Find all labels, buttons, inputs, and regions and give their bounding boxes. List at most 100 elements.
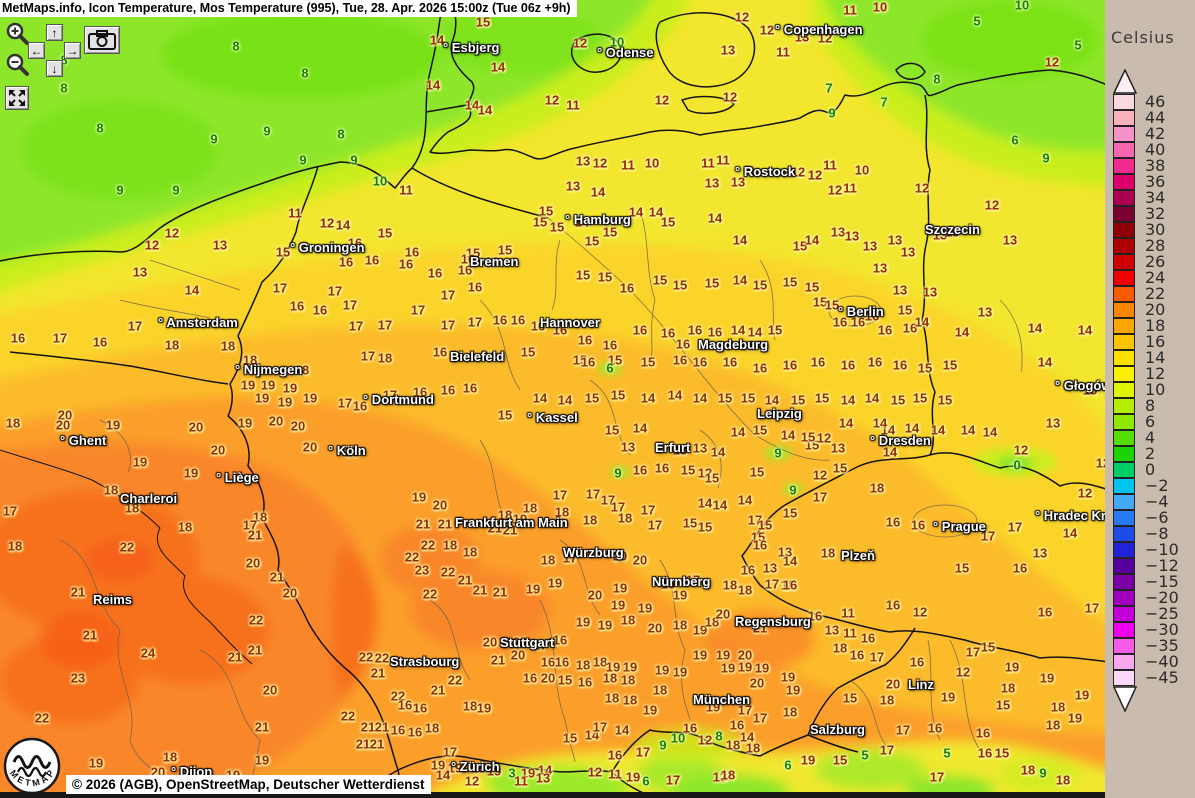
attribution-bar: © 2026 (AGB), OpenStreetMap, Deutscher W…	[66, 775, 431, 794]
scale-tick-label: 28	[1145, 236, 1166, 255]
temp-label: 20	[302, 439, 318, 455]
temp-label: 20	[282, 585, 298, 601]
pan-down-button[interactable]: ↓	[46, 60, 63, 77]
temp-label: 18	[620, 672, 636, 688]
temp-label: 14	[882, 444, 898, 460]
temp-label: 17	[348, 318, 364, 334]
temp-label: 21	[370, 665, 386, 681]
temp-label: 12	[722, 89, 738, 105]
temp-label: 15	[584, 390, 600, 406]
temp-label: 18	[377, 350, 393, 366]
scale-color-box	[1113, 606, 1135, 622]
temp-label: 16	[782, 577, 798, 593]
temp-label: 14	[1037, 354, 1053, 370]
temp-label: 15	[607, 352, 623, 368]
temp-label: 8	[301, 65, 309, 81]
scale-tick-label: −15	[1145, 572, 1179, 591]
temp-label: 17	[585, 486, 601, 502]
temp-label: 16	[492, 312, 508, 328]
temp-label: 14	[614, 722, 630, 738]
temp-label: 14	[710, 444, 726, 460]
temp-label: 9	[299, 152, 307, 168]
scale-color-box	[1113, 398, 1135, 414]
temp-label: 16	[352, 398, 368, 414]
scale-tick-label: −45	[1145, 668, 1179, 687]
city-label: ° Esbjerg	[443, 40, 500, 55]
temp-label: 9	[659, 737, 667, 753]
temp-label: 19	[486, 763, 502, 779]
temp-label: 16	[427, 265, 443, 281]
temp-label: 15	[917, 360, 933, 376]
temp-label: 18	[1045, 717, 1061, 733]
temp-label: 19	[411, 489, 427, 505]
weather-map[interactable]: 8 8 8 9 9 8 8 9 9 9 8 9 10 5 5 8 7 7 6 9 10 9 10 15 14 12 12 12 13 12…	[0, 0, 1105, 798]
temp-label: 11	[843, 2, 857, 18]
temp-label: 16	[552, 632, 568, 648]
temp-label: 21	[254, 719, 270, 735]
scale-color-box	[1113, 510, 1135, 526]
temp-label: 17	[610, 499, 626, 515]
temp-label: 16	[877, 322, 893, 338]
temp-label: 15	[680, 462, 696, 478]
temp-label: 16	[407, 724, 423, 740]
temp-label: 15	[549, 219, 565, 235]
scale-tick-label: 32	[1145, 204, 1166, 223]
temp-label: 17	[747, 512, 763, 528]
snapshot-button[interactable]	[84, 26, 120, 54]
temp-label: 21	[369, 736, 385, 752]
temp-label: 15	[660, 214, 676, 230]
temp-label: 16	[892, 357, 908, 373]
temp-label: 17	[879, 742, 895, 758]
temp-label: 15	[790, 392, 806, 408]
scale-tick-label: −40	[1145, 652, 1179, 671]
temp-label: 13	[862, 238, 878, 254]
temp-label: 19	[547, 575, 563, 591]
city-label: ° Köln	[328, 443, 366, 458]
city-label: ° Hradec Králové	[1035, 508, 1105, 523]
temp-label: 15	[995, 697, 1011, 713]
zoom-in-button[interactable]	[5, 21, 31, 52]
temp-label: 18	[522, 500, 538, 516]
temp-label: 17	[685, 572, 701, 588]
temp-label: 16	[927, 720, 943, 736]
scale-tick-label: 22	[1145, 284, 1166, 303]
city-label: Frankfurt am Main	[455, 515, 568, 530]
pan-up-button[interactable]: ↑	[46, 24, 63, 41]
city-label: ° Kassel	[527, 410, 578, 425]
temp-label: 16	[580, 354, 596, 370]
temp-label: 15	[652, 272, 668, 288]
temp-label: 13	[922, 284, 938, 300]
temp-label: 16	[530, 318, 546, 334]
scale-color-box	[1113, 206, 1135, 222]
temp-label: 16	[404, 244, 420, 260]
zoom-out-button[interactable]	[5, 52, 31, 83]
wave-icon	[12, 755, 52, 769]
temp-label: 15	[497, 242, 513, 258]
temp-label: 13	[932, 227, 948, 243]
temp-label: 10	[670, 730, 686, 746]
temp-label: 14	[737, 492, 753, 508]
temp-label: 19	[622, 659, 638, 675]
arrow-left-icon: ←	[30, 43, 43, 58]
temp-label: 6	[784, 757, 792, 773]
temp-label: 15	[697, 519, 713, 535]
temp-label: 14	[184, 282, 200, 298]
temp-label: 15	[897, 302, 913, 318]
temp-label: 18	[832, 640, 848, 656]
temp-label: 9	[614, 465, 622, 481]
pan-left-button[interactable]: ←	[28, 42, 45, 59]
fullscreen-button[interactable]	[5, 86, 29, 110]
pan-right-button[interactable]: →	[64, 42, 81, 59]
scale-tick-label: 30	[1145, 220, 1166, 239]
temp-label: 19	[476, 700, 492, 716]
temp-label: 18	[592, 654, 608, 670]
temp-label: 17	[382, 387, 398, 403]
arrow-up-icon: ↑	[51, 25, 58, 40]
scale-color-box	[1113, 126, 1135, 142]
temp-label: 9	[210, 131, 218, 147]
temp-label: 18	[582, 512, 598, 528]
temp-label: 14	[872, 415, 888, 431]
temp-label: 11	[621, 157, 635, 173]
temp-label: 21	[490, 652, 506, 668]
